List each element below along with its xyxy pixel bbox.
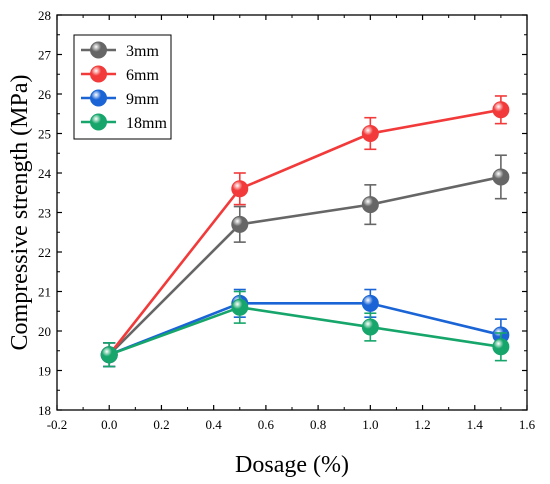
data-point	[231, 298, 249, 316]
x-tick-label: 1.2	[414, 417, 430, 432]
y-tick-label: 26	[38, 87, 52, 102]
y-tick-label: 25	[38, 127, 51, 142]
legend: 3mm 6mm 9mm 18mm	[73, 34, 172, 140]
legend-label: 6mm	[126, 67, 159, 84]
y-tick-label: 24	[38, 166, 52, 181]
x-tick-label: 1.6	[519, 417, 536, 432]
x-tick-label: 1.4	[467, 417, 484, 432]
y-tick-label: 19	[38, 364, 51, 379]
legend-marker	[90, 113, 107, 131]
data-point	[361, 318, 379, 336]
data-point	[231, 215, 249, 233]
x-tick-label: 0.2	[153, 417, 169, 432]
data-point	[492, 101, 510, 119]
legend-label: 9mm	[126, 91, 159, 108]
x-tick-label: 0.4	[206, 417, 223, 432]
y-tick-label: 22	[38, 245, 51, 260]
series-layer	[100, 95, 510, 368]
data-point	[361, 294, 379, 312]
y-tick-label: 28	[38, 8, 51, 23]
legend-marker	[90, 65, 107, 83]
x-axis-title: Dosage (%)	[235, 452, 349, 478]
y-tick-label: 23	[38, 206, 51, 221]
data-point	[100, 346, 118, 364]
data-point	[492, 168, 510, 186]
x-tick-label: 0.8	[310, 417, 326, 432]
legend-label: 18mm	[126, 115, 167, 132]
series-18mm	[100, 290, 510, 368]
legend-label: 3mm	[126, 43, 159, 60]
data-point	[361, 125, 379, 142]
legend-marker	[90, 89, 107, 107]
legend-marker	[90, 41, 107, 59]
x-tick-label: -0.2	[47, 417, 68, 432]
data-point	[361, 196, 379, 214]
axes: -0.2 0.0 0.2 0.4 0.6 0.8 1.0 1.2 1.4 1.6 18 19 20 21 2…	[38, 8, 536, 432]
series-line	[108, 108, 502, 356]
y-tick-label: 18	[38, 403, 51, 418]
data-point	[492, 338, 510, 356]
x-tick-label: 0.6	[258, 417, 275, 432]
y-axis-title: Compressive strength (MPa)	[7, 75, 33, 351]
x-tick-label: 1.0	[362, 417, 378, 432]
data-point	[231, 180, 249, 198]
y-tick-label: 20	[38, 324, 51, 339]
x-tick-label: 0.0	[101, 417, 117, 432]
y-tick-label: 21	[38, 285, 51, 300]
series-line	[108, 175, 502, 356]
series-line	[108, 305, 502, 356]
series-line	[108, 302, 502, 356]
y-tick-label: 27	[38, 48, 52, 63]
